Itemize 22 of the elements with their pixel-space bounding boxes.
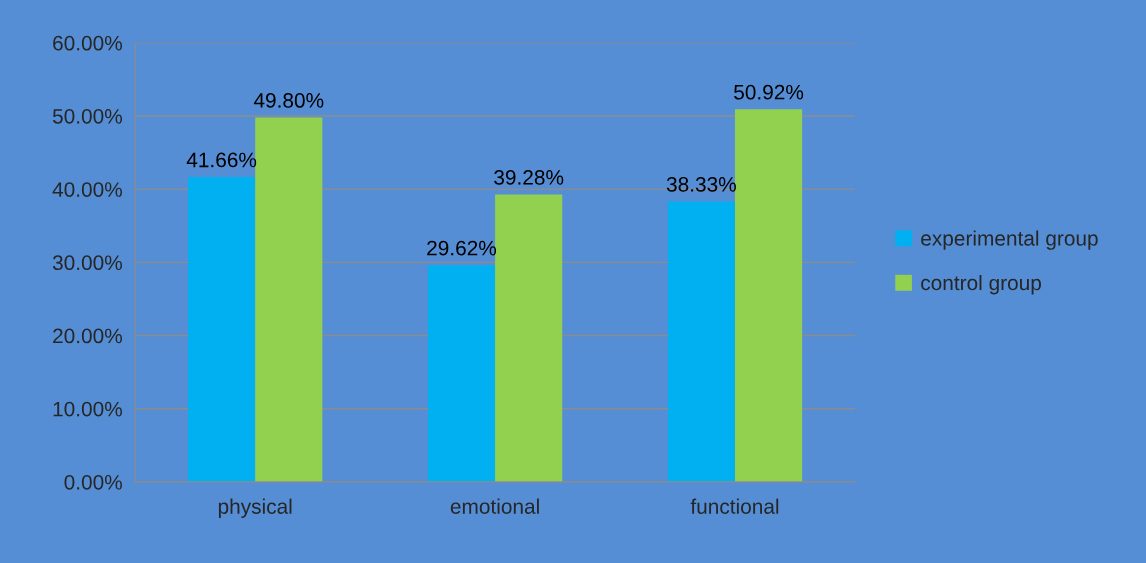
bar xyxy=(427,265,496,482)
bar xyxy=(495,194,563,482)
data-label: 49.80% xyxy=(253,93,324,108)
data-label: 41.66% xyxy=(186,152,257,168)
x-tick-label: emotional xyxy=(450,498,539,514)
data-label: 50.92% xyxy=(734,84,804,100)
x-tick-label: functional xyxy=(690,498,779,514)
bar xyxy=(734,109,803,482)
bar xyxy=(188,177,256,482)
y-tick-label: 20.00% xyxy=(53,328,122,344)
bar xyxy=(667,201,735,482)
bar xyxy=(255,117,323,482)
y-tick-label: 60.00% xyxy=(53,35,122,51)
legend-label: experimental group xyxy=(921,230,1098,250)
x-tick-label: physical xyxy=(218,498,292,519)
legend-label: control group xyxy=(921,274,1041,295)
y-tick-label: 30.00% xyxy=(52,255,122,271)
data-label: 39.28% xyxy=(494,170,564,185)
y-tick-label: 40.00% xyxy=(52,182,122,197)
y-tick-label: 50.00% xyxy=(52,108,122,124)
y-tick-label: 0.00% xyxy=(64,474,122,490)
y-tick-label: 10.00% xyxy=(53,401,122,417)
